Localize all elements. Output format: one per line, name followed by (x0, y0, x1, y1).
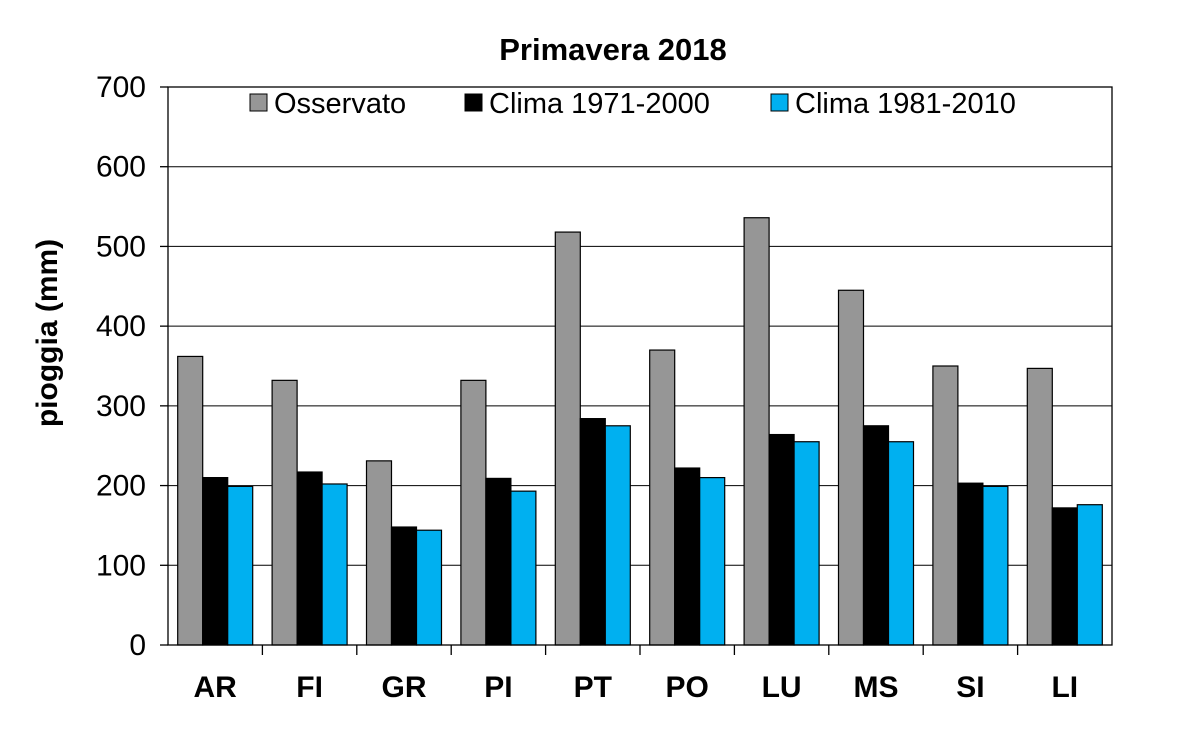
x-tick-label: PO (666, 671, 709, 704)
x-tick-label: PT (574, 671, 612, 704)
bar-pt-series-1 (579, 418, 606, 646)
x-tick-label: GR (382, 671, 427, 704)
bar-fi-series-2 (321, 483, 348, 646)
y-tick-label: 600 (96, 151, 146, 184)
bar-fi-series-1 (296, 471, 323, 646)
legend-label: Clima 1981-2010 (795, 88, 1016, 120)
bar-li-series-2 (1076, 504, 1103, 646)
bar-pi-series-1 (485, 477, 512, 646)
legend: Osservato Clima 1971-2000 Clima 1981-2010 (249, 88, 1016, 120)
bars (177, 217, 1103, 646)
x-tick-label: MS (854, 671, 899, 704)
legend-swatch (770, 93, 789, 112)
bar-lu-series-2 (793, 441, 820, 646)
bar-gr-series-0 (365, 460, 393, 646)
legend-label: Clima 1971-2000 (489, 88, 710, 120)
bar-li-series-0 (1026, 367, 1053, 646)
y-tick-label: 0 (129, 629, 146, 662)
bar-gr-series-1 (390, 526, 418, 646)
x-tick-label: SI (956, 671, 984, 704)
bar-lu-series-1 (768, 433, 795, 646)
x-tick-label: LU (762, 671, 802, 704)
bar-si-series-0 (932, 365, 959, 646)
x-tick-label: FI (296, 671, 323, 704)
bar-lu-series-0 (743, 217, 770, 646)
y-tick-label: 400 (96, 310, 146, 343)
bar-fi-series-0 (271, 379, 298, 646)
bar-ar-series-1 (202, 477, 229, 646)
bar-po-series-2 (699, 477, 726, 646)
bar-ms-series-2 (887, 441, 915, 646)
legend-swatch (464, 93, 483, 112)
y-axis-ticks: 0 100 200 300 400 500 600 700 (96, 71, 168, 662)
y-tick-label: 200 (96, 470, 146, 503)
legend-label: Osservato (274, 88, 406, 120)
x-tick-label: LI (1051, 671, 1078, 704)
y-tick-label: 500 (96, 230, 146, 263)
y-tick-label: 700 (96, 71, 146, 104)
bar-ms-series-0 (837, 289, 865, 646)
bar-pt-series-2 (604, 425, 631, 646)
bar-ar-series-0 (177, 355, 204, 646)
bar-pi-series-2 (510, 490, 537, 646)
bar-pt-series-0 (554, 231, 581, 646)
bar-pi-series-0 (460, 379, 487, 646)
bar-ms-series-1 (862, 425, 890, 646)
bar-ar-series-2 (227, 485, 254, 646)
bar-si-series-2 (982, 485, 1009, 646)
bar-po-series-0 (649, 349, 676, 646)
x-axis-ticks: AR FI GR PI PT PO LU MS SI LI (194, 645, 1078, 704)
x-tick-label: AR (194, 671, 238, 704)
y-axis-label: pioggia (mm) (31, 239, 64, 427)
bar-po-series-1 (674, 467, 701, 646)
bar-gr-series-2 (415, 529, 443, 646)
bar-li-series-1 (1051, 507, 1078, 646)
y-tick-label: 100 (96, 549, 146, 582)
legend-swatch (249, 93, 268, 112)
y-tick-label: 300 (96, 390, 146, 423)
bar-si-series-1 (957, 482, 984, 646)
chart-title: Primavera 2018 (499, 32, 727, 67)
x-tick-label: PI (484, 671, 512, 704)
